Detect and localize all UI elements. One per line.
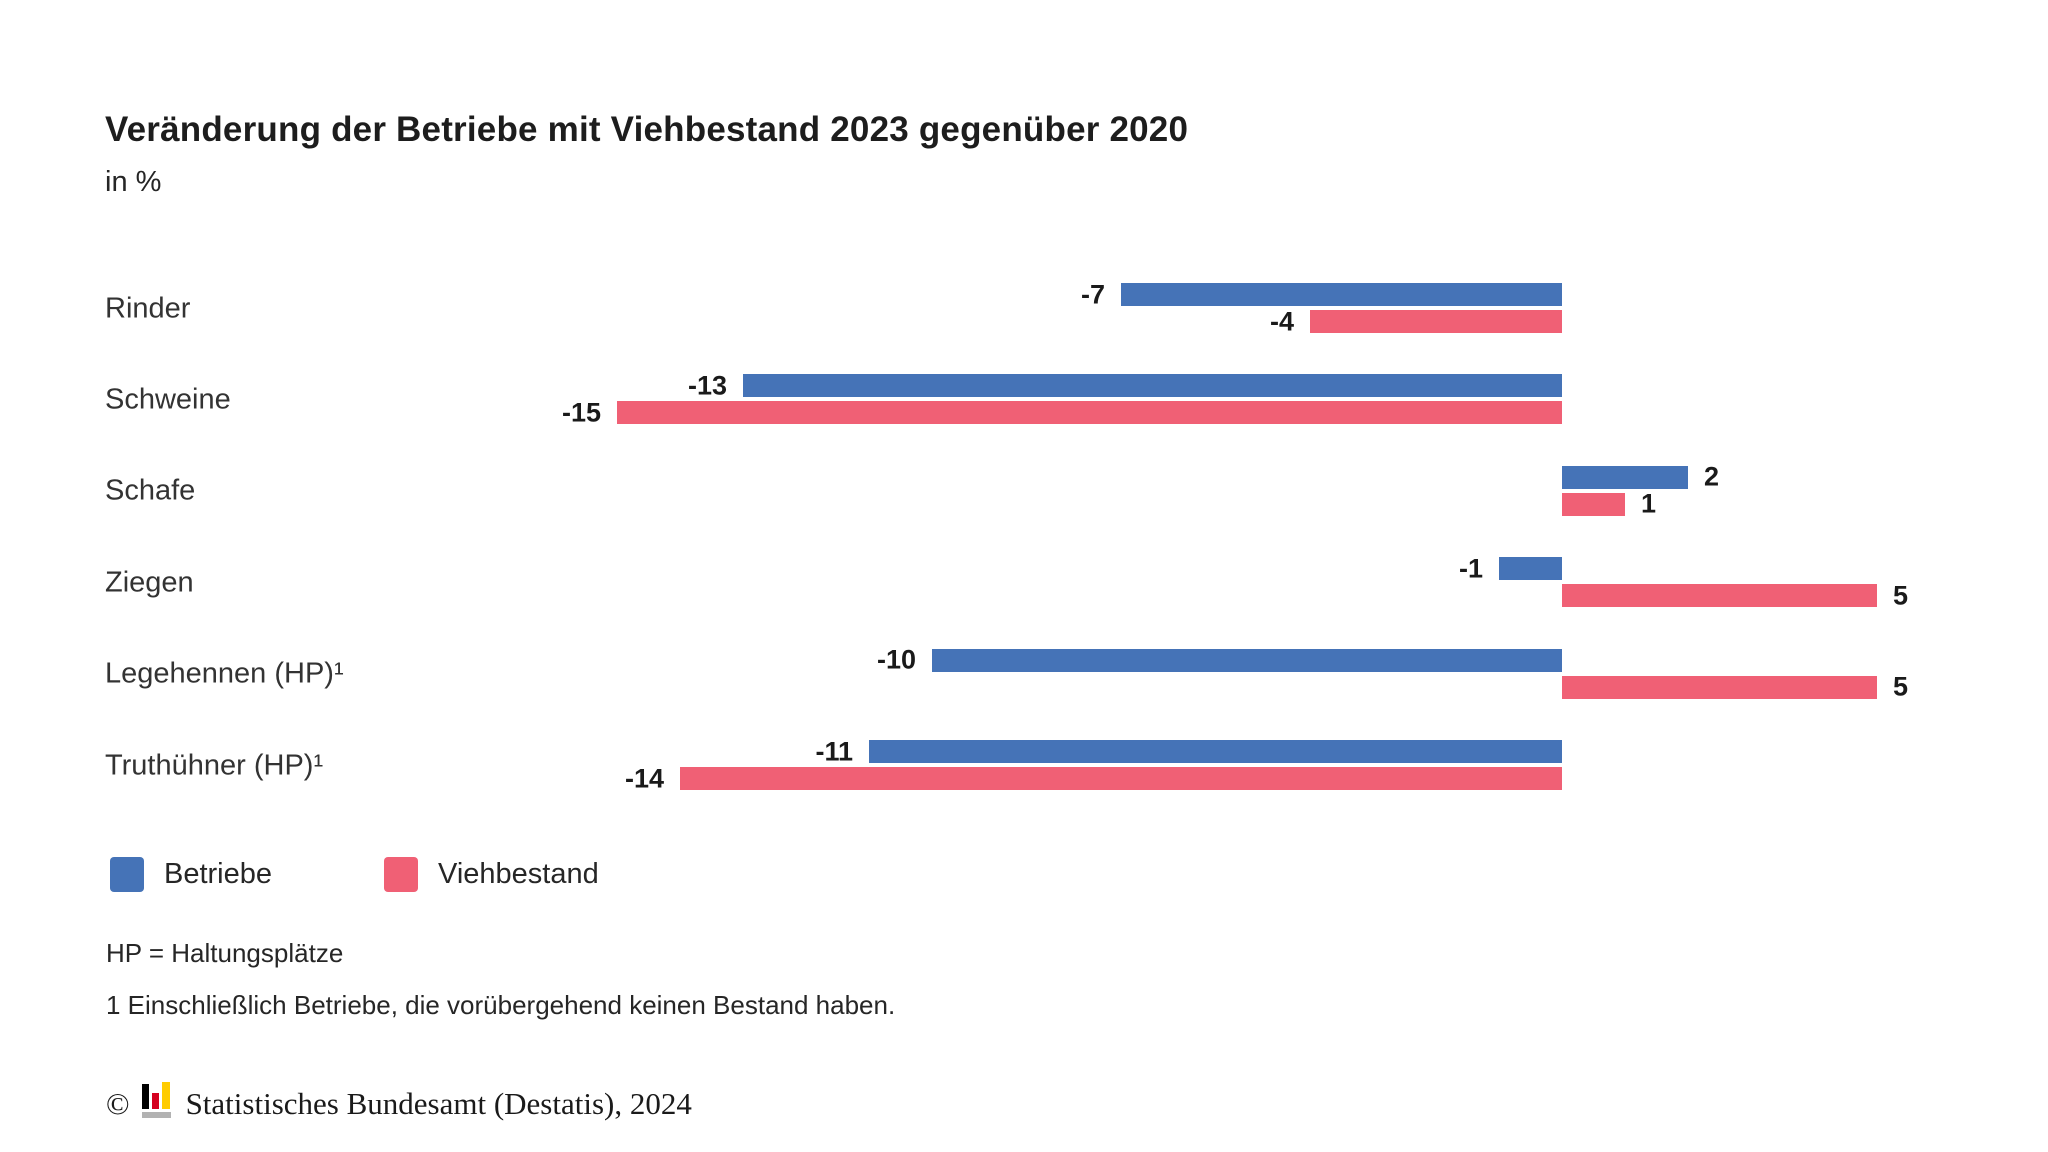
- value-label: -13: [687, 370, 727, 401]
- value-label: -14: [624, 763, 664, 793]
- bar-viehbestand: [680, 767, 1562, 790]
- copyright-symbol: ©: [106, 1085, 130, 1121]
- value-label: 1: [1641, 488, 1657, 519]
- bar-viehbestand: [1562, 584, 1877, 608]
- bar-betriebe: [743, 374, 1562, 398]
- category-label: Legehennen (HP)¹: [105, 657, 344, 690]
- legend-label-viehbestand: Viehbestand: [438, 857, 599, 890]
- legend-label-betriebe: Betriebe: [164, 857, 273, 890]
- category-label: Rinder: [105, 292, 191, 324]
- category-label: Schweine: [105, 383, 231, 416]
- logo-base-bar: [141, 1112, 171, 1118]
- legend: Betriebe Viehbestand: [110, 856, 599, 892]
- bar-viehbestand: [1310, 310, 1562, 333]
- copyright-text: Statistisches Bundesamt (Destatis), 2024: [185, 1085, 692, 1121]
- value-label: -1: [1458, 553, 1483, 584]
- bar-viehbestand: [1562, 675, 1877, 699]
- category-label: Schafe: [105, 474, 196, 507]
- value-label: -4: [1269, 306, 1294, 336]
- copyright-line: © Statistisches Bundesamt (Destatis), 20…: [106, 1082, 692, 1121]
- footnote-1: 1 Einschließlich Betriebe, die vorüberge…: [106, 990, 896, 1020]
- category-label: Ziegen: [105, 566, 194, 599]
- bar-viehbestand: [1562, 492, 1625, 516]
- value-label: -15: [561, 397, 601, 428]
- chart-subtitle: in %: [105, 166, 162, 198]
- legend-item-betriebe: Betriebe: [110, 856, 273, 892]
- viehbestand-color-swatch: [384, 856, 419, 892]
- value-label: -11: [815, 736, 853, 766]
- legend-item-viehbestand: Viehbestand: [384, 856, 599, 892]
- bar-betriebe: [869, 740, 1562, 763]
- logo-bar-yellow: [161, 1082, 170, 1109]
- footnote-hp: HP = Haltungsplätze: [106, 938, 344, 968]
- logo-bar-red: [151, 1093, 159, 1109]
- chart-title: Veränderung der Betriebe mit Viehbestand…: [105, 110, 1189, 149]
- bar-viehbestand: [617, 401, 1562, 425]
- value-label: 2: [1704, 461, 1720, 492]
- bar-betriebe: [1562, 465, 1688, 489]
- destatis-logo-icon: [141, 1082, 172, 1119]
- bar-betriebe: [932, 648, 1562, 672]
- betriebe-color-swatch: [110, 856, 144, 892]
- logo-bar-black: [141, 1084, 149, 1109]
- bar-betriebe: [1499, 557, 1562, 581]
- bar-betriebe: [1121, 283, 1562, 306]
- value-label: -10: [876, 644, 916, 675]
- value-label: 5: [1893, 580, 1909, 611]
- category-label: Truthühner (HP)¹: [105, 749, 324, 781]
- value-label: 5: [1893, 671, 1909, 702]
- value-label: -7: [1080, 279, 1105, 309]
